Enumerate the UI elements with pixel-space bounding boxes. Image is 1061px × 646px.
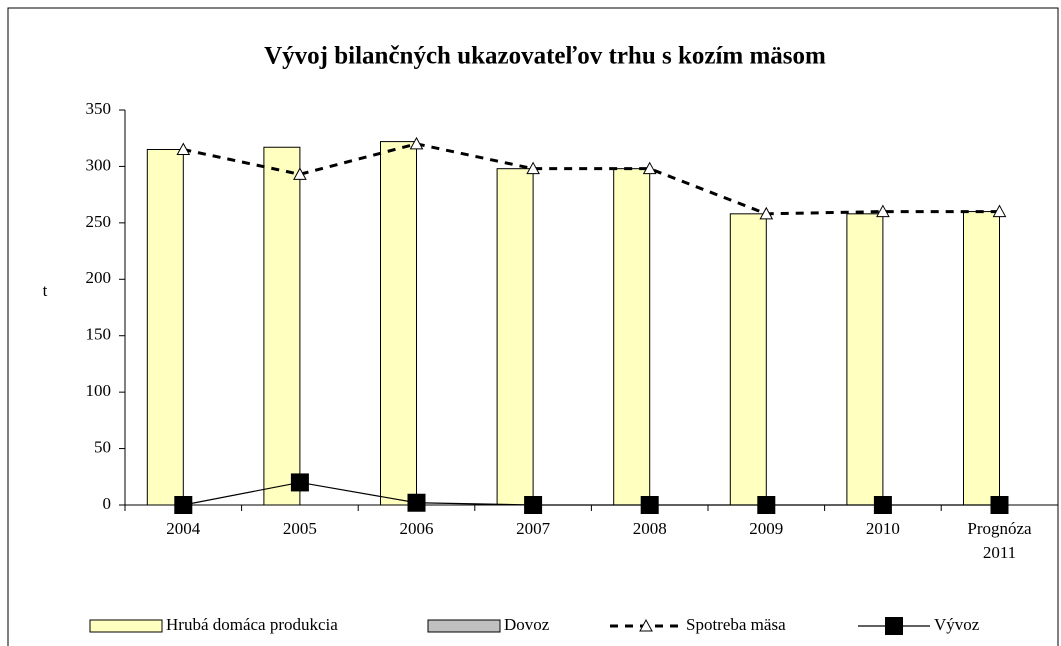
marker [757, 496, 776, 514]
y-tick-label: 50 [94, 437, 111, 456]
marker [876, 204, 890, 218]
marker [992, 204, 1007, 218]
chart-title: Vývoj bilančných ukazovateľov trhu s koz… [264, 43, 826, 70]
line [182, 142, 1000, 216]
legend-marker [639, 618, 653, 632]
x-tick-label: 2008 [632, 519, 667, 538]
marker [526, 161, 540, 175]
x-tick-label: 2009 [749, 519, 784, 538]
y-tick-label: 150 [86, 325, 112, 344]
y-tick-label: 300 [86, 155, 112, 174]
bar [613, 168, 651, 506]
marker [990, 496, 1009, 514]
x-tick-label: 2005 [282, 519, 317, 538]
x-tick-label: 2006 [399, 519, 434, 538]
bar [146, 149, 184, 506]
legend-swatch [427, 619, 501, 633]
y-axis-label: t [43, 281, 48, 300]
y-tick-label: 250 [86, 212, 112, 231]
bar [729, 213, 767, 506]
marker [407, 493, 426, 512]
y-tick-label: 200 [86, 268, 112, 287]
legend-label: Spotreba mäsa [686, 615, 786, 634]
marker [873, 496, 892, 514]
legend-label: Vývoz [934, 615, 980, 634]
bar [846, 213, 884, 506]
y-tick-label: 350 [86, 99, 112, 118]
x-tick-label: 2004 [166, 519, 201, 538]
x-tick-label: 2007 [516, 519, 551, 538]
line [183, 481, 1000, 506]
x-tick-label: Prognóza 2011 [967, 519, 1032, 562]
marker [642, 161, 657, 175]
x-tick-label: 2010 [865, 519, 900, 538]
bar [380, 141, 417, 506]
y-tick-label: 100 [86, 381, 112, 400]
marker [409, 136, 424, 150]
legend-label: Hrubá domáca produkcia [166, 615, 338, 634]
bar [263, 146, 301, 506]
y-tick-label: 0 [103, 494, 112, 513]
marker [290, 473, 309, 492]
marker [176, 142, 191, 155]
marker [174, 496, 193, 514]
marker [759, 206, 774, 220]
bar [496, 168, 534, 506]
legend-marker [885, 617, 903, 635]
legend-swatch [89, 619, 163, 633]
bar [963, 211, 1000, 506]
marker [293, 167, 307, 180]
marker [640, 496, 659, 514]
legend-label: Dovoz [504, 615, 550, 634]
marker [524, 496, 543, 514]
